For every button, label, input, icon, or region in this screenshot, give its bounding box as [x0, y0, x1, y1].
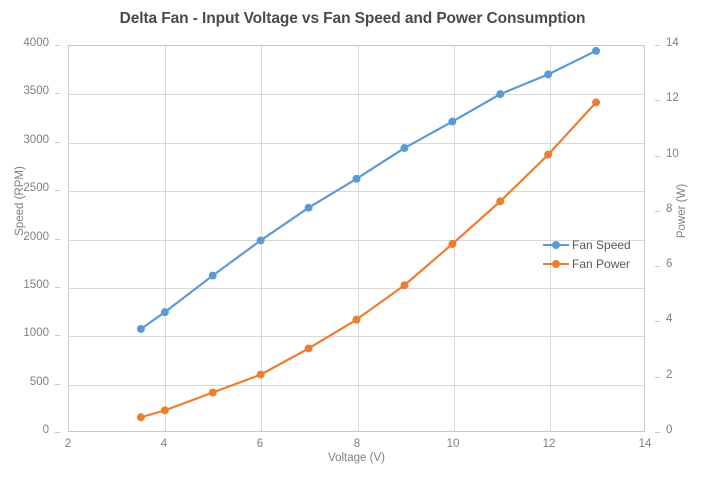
data-point[interactable]	[256, 370, 265, 379]
gridline-vertical	[358, 46, 359, 431]
y-axis-left-tick-label: 0	[42, 424, 49, 436]
gridline-vertical	[165, 46, 166, 431]
data-point[interactable]	[592, 98, 601, 107]
y-axis-left-tick-mark	[55, 142, 60, 143]
y-axis-right-tick-label: 4	[666, 313, 673, 325]
data-point[interactable]	[400, 144, 409, 153]
data-point[interactable]	[448, 240, 457, 248]
y-axis-left-tick-mark	[55, 287, 60, 288]
gridline-horizontal	[69, 143, 644, 144]
data-point[interactable]	[544, 150, 553, 159]
y-axis-left-tick-label: 2000	[23, 231, 49, 243]
legend-marker-icon	[543, 239, 569, 251]
y-axis-left-tick-mark	[55, 45, 60, 46]
series-layer	[136, 46, 601, 422]
data-point[interactable]	[160, 308, 169, 317]
gridline-horizontal	[69, 288, 644, 289]
chart-title: Delta Fan - Input Voltage vs Fan Speed a…	[119, 10, 586, 27]
y-axis-right-tick-mark	[655, 432, 660, 433]
y-axis-left-tick-label: 3000	[23, 134, 49, 146]
y-axis-left-tick-mark	[55, 190, 60, 191]
data-point[interactable]	[352, 315, 361, 324]
data-point[interactable]	[544, 70, 553, 79]
x-axis-tick-label: 12	[542, 438, 556, 450]
x-axis-tick-label: 6	[256, 438, 264, 450]
x-axis-tick-label: 14	[638, 438, 652, 450]
y-axis-right-tick-label: 8	[666, 203, 673, 215]
legend-item-2[interactable]: Fan Power	[543, 257, 631, 271]
y-axis-right-tick-label: 12	[666, 92, 679, 104]
y-axis-left-tick-label: 4000	[23, 37, 49, 49]
data-point[interactable]	[592, 46, 601, 55]
legend-marker-icon	[543, 258, 569, 270]
y-axis-left-tick-label: 500	[29, 376, 49, 388]
y-axis-right-tick-label: 2	[666, 369, 673, 381]
data-point[interactable]	[304, 203, 313, 212]
y-axis-right-tick-label: 10	[666, 148, 679, 160]
y-axis-right-tick-mark	[655, 156, 660, 157]
gridline-horizontal	[69, 240, 644, 241]
gridline-vertical	[550, 46, 551, 431]
y-axis-left-tick-mark	[55, 335, 60, 336]
y-axis-left-ticks: 0 500 1000 1500 2000 2500 3000 3500 4000	[0, 37, 60, 436]
x-axis-tick-label: 2	[64, 438, 72, 450]
data-point[interactable]	[136, 413, 145, 422]
x-axis-ticks: 2 4 6 8 10 12 14	[65, 436, 652, 456]
y-axis-left-tick-mark	[55, 93, 60, 94]
legend-label: Fan Speed	[572, 238, 631, 252]
y-axis-left-tick-label: 1500	[23, 279, 49, 291]
y-axis-right-tick-mark	[655, 321, 660, 322]
data-point[interactable]	[448, 117, 457, 126]
gridline-horizontal	[69, 191, 644, 192]
data-point[interactable]	[160, 406, 169, 415]
data-point[interactable]	[496, 197, 505, 206]
gridline-horizontal	[69, 336, 644, 337]
y-axis-left-tick-mark	[55, 432, 60, 433]
data-point[interactable]	[352, 174, 361, 183]
y-axis-right-tick-mark	[655, 266, 660, 267]
plot-area	[68, 45, 645, 432]
x-axis-tick-label: 10	[446, 438, 460, 450]
y-axis-left-title: Speed (RPM)	[14, 166, 26, 236]
data-point[interactable]	[496, 90, 505, 99]
y-axis-right-tick-label: 0	[666, 424, 673, 436]
gridline-horizontal	[69, 385, 644, 386]
y-axis-right-tick-mark	[655, 211, 660, 212]
gridline-vertical	[454, 46, 455, 431]
y-axis-right-tick-mark	[655, 100, 660, 101]
series-line-2	[139, 101, 598, 419]
y-axis-right-ticks: 0 2 4 6 8 10 12 14	[655, 37, 695, 436]
gridline-horizontal	[69, 94, 644, 95]
y-axis-left-tick-mark	[55, 384, 60, 385]
data-point[interactable]	[256, 236, 265, 245]
chart-legend: Fan Speed Fan Power	[543, 238, 631, 271]
y-axis-right-tick-label: 14	[666, 37, 679, 49]
legend-label: Fan Power	[572, 257, 631, 271]
data-point[interactable]	[208, 388, 217, 397]
x-axis-tick-label: 8	[353, 438, 361, 450]
y-axis-right-tick-label: 6	[666, 258, 673, 270]
y-axis-left-tick-label: 3500	[23, 85, 49, 97]
y-axis-left-tick-label: 2500	[23, 182, 49, 194]
series-line-1	[139, 49, 598, 331]
y-axis-left-tick-label: 1000	[23, 327, 49, 339]
y-axis-right-title: Power (W)	[676, 183, 688, 239]
data-point[interactable]	[136, 324, 145, 333]
y-axis-left-tick-mark	[55, 239, 60, 240]
data-point[interactable]	[208, 271, 217, 280]
y-axis-right-tick-mark	[655, 45, 660, 46]
x-axis-tick-label: 4	[160, 438, 168, 450]
x-axis-title: Voltage (V)	[328, 452, 385, 464]
y-axis-right-tick-mark	[655, 377, 660, 378]
legend-item-1[interactable]: Fan Speed	[543, 238, 631, 252]
data-point[interactable]	[304, 344, 313, 353]
data-point[interactable]	[400, 281, 409, 290]
